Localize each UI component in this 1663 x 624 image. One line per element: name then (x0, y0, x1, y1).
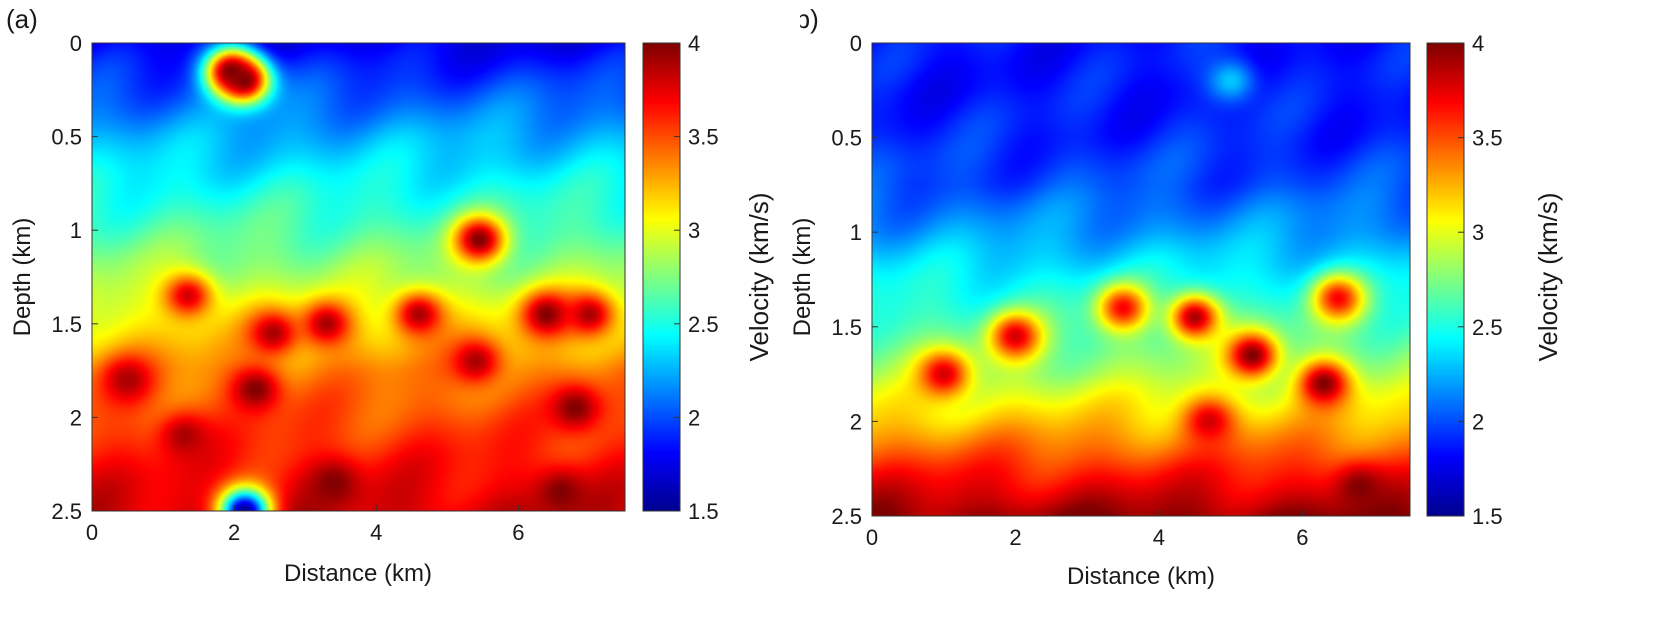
y-tick-label: 2 (70, 405, 82, 430)
velocity-model-panel-b: (b) 0 2 4 6 0 0.5 1 1.5 2 2.5 Distance (km) 1.5 2… (800, 0, 1600, 624)
colorbar-title-a: Velocity (km/s) (744, 192, 774, 361)
colorbar-b (1427, 43, 1464, 516)
x-tick-label: 4 (370, 520, 382, 545)
colorbar-ticks-a: 1.5 2 2.5 3 3.5 4 (674, 31, 719, 524)
x-axis-ticks-b: 0 2 4 6 (866, 510, 1309, 550)
x-tick-label: 6 (1296, 525, 1308, 550)
y-tick-label: 0 (850, 31, 862, 56)
x-tick-label: 0 (866, 525, 878, 550)
y-tick-label: 1.5 (831, 315, 862, 340)
chart-b-svg: (b) 0 2 4 6 0 0.5 1 1.5 2 2.5 Distance (km) 1.5 2… (800, 4, 1563, 590)
colorbar-tick-label: 1.5 (1472, 504, 1503, 529)
panel-label-b: (b) (800, 4, 819, 34)
x-axis-title-b: Distance (km) (1067, 563, 1215, 590)
x-tick-label: 6 (512, 520, 524, 545)
x-tick-label: 2 (1009, 525, 1021, 550)
colorbar-tick-label: 3 (1472, 220, 1484, 245)
y-tick-label: 2.5 (831, 504, 862, 529)
colorbar-title-b: Velocity (km/s) (1533, 192, 1563, 361)
x-axis-ticks-a: 0 2 4 6 (86, 505, 525, 545)
velocity-model-panel-a: (a) 0 2 4 6 0 0.5 1 1.5 2 2.5 Distance (km) Dept… (0, 0, 800, 624)
y-axis-title-b-wrap: Depth (km) (789, 218, 816, 337)
colorbar-tick-label: 3 (688, 218, 700, 243)
y-tick-label: 2.5 (51, 499, 82, 524)
x-axis-title-a: Distance (km) (284, 560, 432, 587)
y-tick-label: 2 (850, 409, 862, 434)
x-tick-label: 2 (228, 520, 240, 545)
colorbar-tick-label: 3.5 (688, 125, 719, 150)
colorbar-tick-label: 4 (1472, 31, 1484, 56)
y-tick-label: 0.5 (51, 125, 82, 150)
colorbar-a (643, 43, 680, 511)
colorbar-tick-label: 2.5 (1472, 315, 1503, 340)
y-tick-label: 1 (70, 218, 82, 243)
y-axis-ticks-b: 0 0.5 1 1.5 2 2.5 (831, 31, 878, 529)
y-tick-label: 0 (70, 31, 82, 56)
y-axis-title-b: Depth (km) (789, 218, 816, 337)
colorbar-tick-label: 4 (688, 31, 700, 56)
colorbar-frame-b (1426, 42, 1465, 517)
colorbar-tick-label: 2.5 (688, 312, 719, 337)
colorbar-tick-label: 1.5 (688, 499, 719, 524)
colorbar-ticks-b: 1.5 2 2.5 3 3.5 4 (1458, 31, 1503, 529)
y-axis-ticks-a: 0 0.5 1 1.5 2 2.5 (51, 31, 98, 524)
colorbar-tick-label: 2 (1472, 409, 1484, 434)
plot-frame-a (91, 42, 626, 512)
y-tick-label: 0.5 (831, 126, 862, 151)
colorbar-tick-label: 2 (688, 405, 700, 430)
colorbar-tick-label: 3.5 (1472, 126, 1503, 151)
chart-a-svg: (a) 0 2 4 6 0 0.5 1 1.5 2 2.5 Distance (km) Dept… (6, 4, 774, 587)
x-tick-label: 0 (86, 520, 98, 545)
y-tick-label: 1 (850, 220, 862, 245)
x-tick-label: 4 (1153, 525, 1165, 550)
colorbar-frame-a (642, 42, 681, 512)
panel-label-a: (a) (6, 4, 38, 34)
plot-frame-b (871, 42, 1411, 517)
y-axis-title-a: Depth (km) (9, 218, 36, 337)
velocity-heatmap-b (872, 43, 1410, 516)
y-tick-label: 1.5 (51, 312, 82, 337)
velocity-heatmap-a (92, 43, 625, 511)
